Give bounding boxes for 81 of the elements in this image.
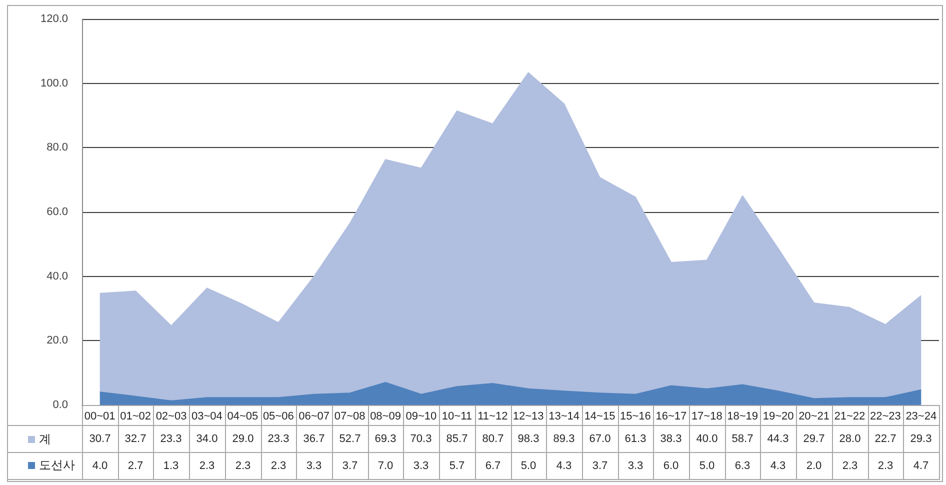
data-label: 28.0 bbox=[832, 425, 869, 453]
y-tick-label: 120.0 bbox=[40, 13, 68, 25]
x-tick-label: 06~07 bbox=[298, 410, 330, 422]
data-label: 2.7 bbox=[118, 452, 154, 480]
data-label: 6.7 bbox=[475, 452, 512, 480]
x-tick-label: 18~19 bbox=[727, 410, 758, 422]
data-label: 4.7 bbox=[903, 452, 940, 480]
x-tick-label: 19~20 bbox=[762, 410, 794, 422]
data-label: 61.3 bbox=[618, 425, 654, 453]
x-tick-label: 11~12 bbox=[478, 410, 508, 422]
data-label: 2.3 bbox=[225, 452, 262, 480]
y-tick-label: 40.0 bbox=[46, 270, 68, 282]
data-label: 34.0 bbox=[189, 425, 226, 453]
x-tick-label: 15~16 bbox=[620, 410, 651, 422]
data-label: 23.3 bbox=[153, 425, 190, 453]
x-tick-label: 21~22 bbox=[834, 410, 866, 422]
legend-label: 도선사 bbox=[39, 457, 75, 474]
data-label: 40.0 bbox=[689, 425, 726, 453]
data-label: 22.7 bbox=[868, 425, 904, 453]
data-label: 4.0 bbox=[82, 452, 119, 480]
data-label: 67.0 bbox=[582, 425, 619, 453]
data-label: 85.7 bbox=[439, 425, 476, 453]
data-label: 3.7 bbox=[332, 452, 369, 480]
x-tick-label: 10~11 bbox=[442, 410, 472, 422]
data-label: 3.3 bbox=[296, 452, 333, 480]
data-label: 30.7 bbox=[82, 425, 119, 453]
y-tick-label: 20.0 bbox=[46, 334, 68, 347]
data-label: 7.0 bbox=[368, 452, 404, 480]
x-tick-label: 20~21 bbox=[798, 410, 830, 422]
x-tick-label: 00~01 bbox=[84, 410, 116, 422]
data-label: 58.7 bbox=[725, 425, 761, 453]
legend-label: 계 bbox=[39, 430, 51, 448]
x-tick-label: 01~02 bbox=[120, 410, 152, 422]
x-tick-label: 12~13 bbox=[512, 410, 544, 422]
y-tick-label: 60.0 bbox=[46, 206, 68, 218]
data-label: 2.3 bbox=[261, 452, 297, 480]
data-label: 38.3 bbox=[653, 425, 690, 453]
x-tick-label: 14~15 bbox=[584, 410, 616, 422]
data-label: 5.0 bbox=[689, 452, 726, 480]
data-label: 52.7 bbox=[332, 425, 369, 453]
x-tick-label: 05~06 bbox=[262, 410, 294, 422]
data-label: 2.3 bbox=[832, 452, 869, 480]
x-tick-label: 22~23 bbox=[870, 410, 901, 422]
y-tick-label: 0.0 bbox=[52, 399, 68, 411]
x-tick-label: 17~18 bbox=[691, 410, 722, 422]
y-tick-label: 100.0 bbox=[40, 77, 68, 90]
x-tick-label: 23~24 bbox=[906, 410, 937, 422]
data-label: 5.0 bbox=[511, 452, 547, 480]
data-label: 44.3 bbox=[760, 425, 797, 453]
data-label: 4.3 bbox=[760, 452, 797, 480]
data-label: 32.7 bbox=[118, 425, 154, 453]
data-label: 2.3 bbox=[189, 452, 226, 480]
data-label: 6.0 bbox=[653, 452, 690, 480]
data-label: 2.0 bbox=[796, 452, 833, 480]
data-label: 36.7 bbox=[296, 425, 333, 453]
x-tick-label: 08~09 bbox=[370, 410, 401, 422]
data-label: 98.3 bbox=[511, 425, 547, 453]
data-label: 29.7 bbox=[796, 425, 833, 453]
x-tick-label: 09~10 bbox=[406, 410, 437, 422]
data-label: 80.7 bbox=[475, 425, 512, 453]
data-label: 70.3 bbox=[403, 425, 440, 453]
data-label: 2.3 bbox=[868, 452, 904, 480]
x-tick-label: 02~03 bbox=[156, 410, 187, 422]
data-label: 29.3 bbox=[903, 425, 940, 453]
data-label: 5.7 bbox=[439, 452, 476, 480]
x-tick-label: 04~05 bbox=[227, 410, 258, 422]
x-tick-label: 16~17 bbox=[656, 410, 687, 422]
x-tick-label: 13~14 bbox=[548, 410, 580, 422]
data-label: 3.3 bbox=[403, 452, 440, 480]
data-label: 23.3 bbox=[261, 425, 297, 453]
data-label: 89.3 bbox=[546, 425, 583, 453]
x-tick-label: 07~08 bbox=[334, 410, 366, 422]
x-tick-label: 03~04 bbox=[192, 410, 222, 422]
data-label: 3.7 bbox=[582, 452, 619, 480]
data-label: 69.3 bbox=[368, 425, 404, 453]
y-tick-label: 80.0 bbox=[46, 142, 68, 154]
data-label: 4.3 bbox=[546, 452, 583, 480]
data-label: 6.3 bbox=[725, 452, 761, 480]
data-label: 3.3 bbox=[618, 452, 654, 480]
data-label: 1.3 bbox=[153, 452, 190, 480]
data-label: 29.0 bbox=[225, 425, 262, 453]
